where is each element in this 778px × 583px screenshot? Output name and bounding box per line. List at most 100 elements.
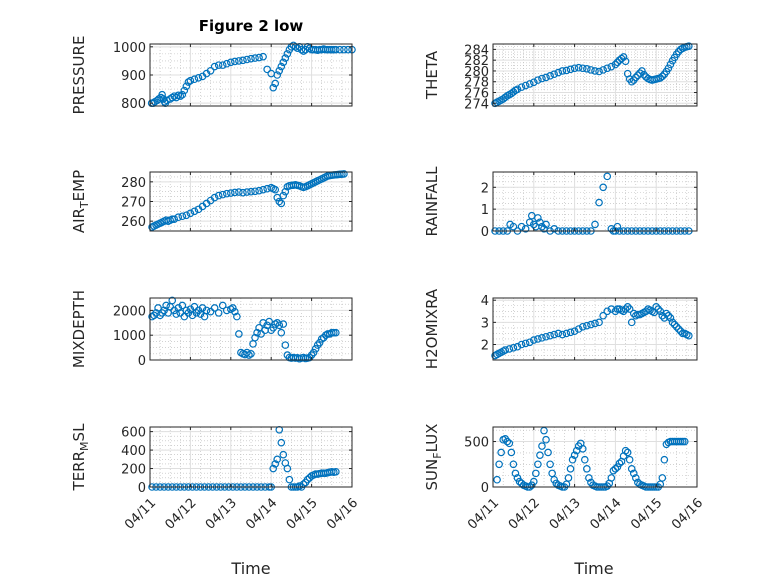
- data-point: [513, 342, 522, 351]
- data-point: [501, 346, 510, 354]
- data-point: [521, 339, 530, 348]
- axes-box: [149, 297, 353, 361]
- data-point: [623, 448, 632, 457]
- data-point: [233, 312, 241, 321]
- axes-box: [492, 297, 698, 361]
- data-point: [283, 464, 292, 473]
- data-point: [613, 463, 622, 471]
- data-point: [591, 67, 599, 75]
- data-point: [627, 318, 636, 327]
- data-point: [534, 335, 542, 343]
- data-point: [283, 50, 292, 58]
- data-point: [529, 336, 538, 344]
- y-tick-label: 800: [121, 97, 146, 112]
- data-point: [534, 460, 542, 469]
- data-point: [194, 74, 203, 82]
- data-point: [493, 475, 501, 484]
- data-point: [538, 74, 546, 83]
- data-point: [603, 307, 612, 316]
- data-point: [243, 55, 251, 64]
- data-point: [235, 188, 243, 196]
- data-point: [214, 191, 223, 200]
- data-point: [546, 331, 554, 340]
- data-point: [672, 322, 681, 331]
- data-point: [568, 455, 577, 464]
- data-point: [277, 62, 286, 71]
- data-point: [257, 330, 265, 338]
- y-tick-label: 2: [481, 339, 489, 354]
- y-tick-label: 280: [121, 176, 146, 191]
- subplot-terr-msl: 0 200 400 600 04/11 04/12 04/13 04/14 04/15 04/16…: [70, 423, 361, 533]
- data-point: [229, 304, 237, 312]
- data-point: [247, 54, 255, 63]
- y-tick-label: 900: [121, 69, 146, 84]
- data-point: [599, 66, 607, 74]
- data-point: [311, 345, 320, 353]
- data-point: [277, 438, 286, 447]
- data-point: [332, 328, 340, 337]
- data-point: [513, 85, 522, 94]
- subplot-air-temp: 260 270 280 AIRTEMP: [70, 170, 353, 233]
- y-tick-label: 282: [464, 54, 489, 69]
- data-point: [532, 469, 540, 478]
- x-tick-label: 04/11: [465, 496, 502, 533]
- data-point: [188, 311, 197, 320]
- y-axis-label: PRESSURE: [70, 36, 88, 115]
- data-point: [595, 198, 603, 207]
- y-tick-label: 274: [464, 97, 489, 112]
- data-point: [578, 445, 587, 453]
- data-point: [222, 59, 231, 68]
- y-tick-label: 0: [138, 354, 146, 369]
- data-point: [660, 455, 669, 464]
- data-point: [525, 80, 534, 88]
- axes-box: [492, 426, 698, 488]
- y-tick-label: 278: [464, 76, 489, 91]
- data-point: [536, 451, 544, 459]
- x-tick-label: 04/11: [122, 496, 159, 533]
- y-tick-label: 500: [464, 436, 489, 451]
- data-point: [176, 92, 185, 100]
- data-point: [652, 303, 661, 311]
- data-point: [546, 460, 554, 469]
- data-point: [279, 191, 288, 200]
- data-point: [271, 460, 280, 468]
- y-tick-label: 400: [121, 444, 146, 459]
- data-point: [664, 64, 673, 73]
- data-point: [194, 306, 203, 315]
- data-point: [625, 455, 634, 464]
- data-point: [178, 90, 187, 99]
- axes-box: [492, 43, 698, 107]
- data-point: [538, 442, 546, 450]
- y-tick-label: 260: [121, 215, 146, 230]
- data-point: [603, 64, 612, 73]
- data-point: [505, 345, 514, 353]
- subplot-sun-flux: 0 500 04/11 04/12 04/13 04/14 04/15 04/16 SUNFLU…: [423, 424, 706, 533]
- data-point: [534, 76, 542, 84]
- data-point: [259, 185, 267, 194]
- data-point: [578, 322, 587, 331]
- data-point: [497, 448, 505, 457]
- x-tick-label: 04/12: [506, 496, 543, 533]
- data-point: [538, 334, 546, 342]
- data-point: [340, 45, 348, 54]
- y-axis-label: TERRMSL: [70, 423, 91, 492]
- data-point: [277, 328, 286, 337]
- data-point: [629, 469, 638, 478]
- y-tick-label: 1000: [113, 41, 146, 56]
- data-point: [670, 320, 679, 329]
- data-point: [190, 75, 199, 84]
- data-point: [210, 62, 219, 71]
- data-point: [529, 78, 538, 87]
- y-tick-label: 0: [481, 481, 489, 496]
- data-point: [299, 47, 308, 55]
- data-point: [550, 225, 559, 233]
- y-tick-label: 1: [481, 203, 489, 218]
- y-axis-label: THETA: [423, 50, 441, 100]
- x-tick-label: 04/15: [284, 496, 321, 533]
- data-point: [255, 186, 263, 195]
- data-point: [595, 318, 603, 327]
- data-point: [625, 305, 634, 313]
- data-point: [525, 338, 534, 347]
- data-point: [168, 296, 177, 305]
